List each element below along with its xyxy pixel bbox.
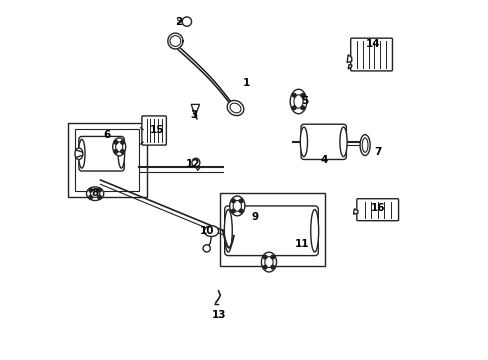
Circle shape — [121, 150, 124, 153]
Ellipse shape — [229, 103, 241, 113]
Text: 9: 9 — [250, 212, 258, 222]
Text: 7: 7 — [373, 147, 381, 157]
Ellipse shape — [118, 139, 124, 168]
Circle shape — [292, 94, 295, 97]
Ellipse shape — [170, 36, 181, 46]
Circle shape — [231, 199, 235, 203]
FancyBboxPatch shape — [224, 206, 318, 256]
Ellipse shape — [339, 127, 346, 157]
Ellipse shape — [227, 100, 244, 116]
Ellipse shape — [264, 257, 273, 267]
Circle shape — [231, 209, 235, 213]
Circle shape — [121, 140, 124, 144]
Text: 14: 14 — [365, 39, 379, 49]
FancyBboxPatch shape — [350, 38, 392, 71]
Ellipse shape — [310, 210, 318, 252]
Text: 4: 4 — [319, 155, 327, 165]
Polygon shape — [167, 33, 183, 49]
Ellipse shape — [79, 139, 85, 168]
Ellipse shape — [113, 138, 125, 156]
Ellipse shape — [293, 95, 303, 108]
Text: 12: 12 — [186, 159, 200, 169]
Circle shape — [239, 209, 243, 213]
Circle shape — [203, 245, 210, 252]
Ellipse shape — [192, 158, 200, 167]
Ellipse shape — [75, 148, 82, 159]
Ellipse shape — [224, 210, 232, 252]
Polygon shape — [170, 43, 238, 113]
Polygon shape — [191, 104, 199, 116]
Text: 5: 5 — [301, 96, 308, 106]
Text: 6: 6 — [103, 130, 110, 140]
Circle shape — [270, 255, 274, 259]
Circle shape — [263, 265, 266, 269]
Ellipse shape — [116, 142, 122, 152]
Circle shape — [182, 17, 191, 26]
Polygon shape — [346, 55, 351, 63]
Circle shape — [89, 195, 92, 199]
Circle shape — [300, 106, 304, 109]
Text: 8: 8 — [91, 188, 99, 198]
Circle shape — [98, 188, 101, 192]
Ellipse shape — [261, 252, 276, 272]
Polygon shape — [347, 65, 351, 69]
Circle shape — [300, 94, 304, 97]
Text: 13: 13 — [212, 310, 226, 320]
Ellipse shape — [289, 89, 306, 114]
FancyBboxPatch shape — [68, 123, 146, 197]
FancyBboxPatch shape — [220, 193, 325, 266]
Circle shape — [114, 140, 118, 144]
Ellipse shape — [300, 127, 307, 157]
Ellipse shape — [86, 187, 103, 201]
FancyBboxPatch shape — [301, 124, 346, 159]
FancyBboxPatch shape — [356, 199, 398, 221]
Ellipse shape — [90, 190, 100, 197]
Circle shape — [98, 195, 101, 199]
Ellipse shape — [359, 135, 369, 156]
FancyBboxPatch shape — [75, 129, 139, 191]
Ellipse shape — [233, 201, 241, 211]
Circle shape — [292, 106, 295, 109]
Circle shape — [239, 199, 243, 203]
FancyBboxPatch shape — [142, 116, 166, 145]
Text: 2: 2 — [175, 17, 182, 27]
Circle shape — [89, 188, 92, 192]
Text: 10: 10 — [199, 226, 214, 236]
Text: 11: 11 — [294, 239, 309, 249]
Text: 3: 3 — [190, 110, 197, 120]
FancyBboxPatch shape — [79, 136, 124, 171]
Ellipse shape — [204, 226, 218, 237]
Text: 16: 16 — [370, 203, 384, 213]
Text: 1: 1 — [242, 78, 249, 88]
Circle shape — [114, 150, 118, 153]
Ellipse shape — [362, 138, 367, 152]
Circle shape — [263, 255, 266, 259]
Text: 15: 15 — [150, 125, 164, 135]
Circle shape — [270, 265, 274, 269]
Polygon shape — [353, 209, 357, 214]
Ellipse shape — [229, 196, 244, 216]
